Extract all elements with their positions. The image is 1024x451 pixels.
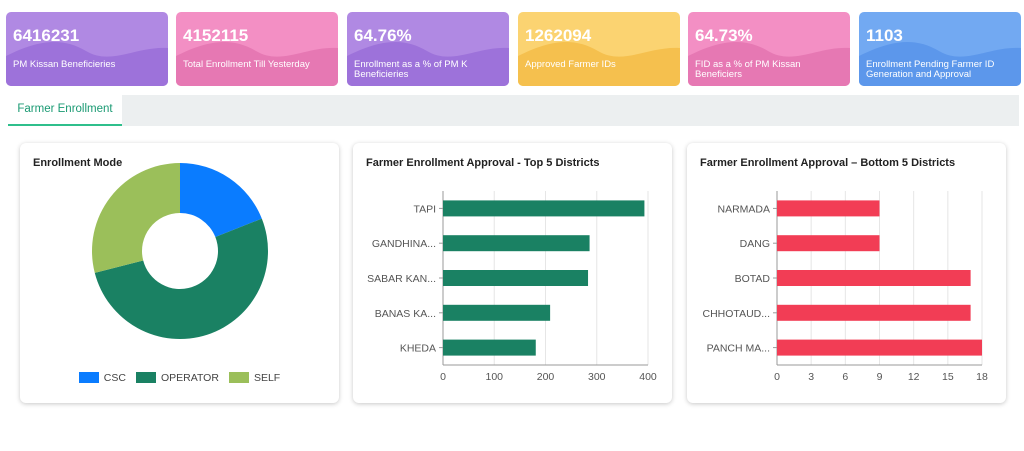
y-category-label: SABAR KAN... bbox=[367, 273, 436, 285]
legend-swatch bbox=[135, 372, 156, 383]
panel-title: Farmer Enrollment Approval – Bottom 5 Di… bbox=[700, 157, 956, 169]
enrollment-mode-donut-chart bbox=[91, 163, 268, 339]
enrollment-mode-panel: Enrollment Mode CSC OPERATOR SELF bbox=[20, 143, 339, 403]
kpi-card-approved-ids[interactable]: 1262094 Approved Farmer IDs bbox=[518, 12, 680, 86]
tab-bar: Farmer Enrollment bbox=[8, 95, 1019, 126]
kpi-card-pm-kissan[interactable]: 6416231 PM Kissan Beneficieries bbox=[6, 12, 168, 86]
legend-label: SELF bbox=[253, 372, 281, 384]
x-tick-label: 200 bbox=[537, 371, 555, 383]
kpi-label: Approved Farmer IDs bbox=[525, 59, 616, 70]
tab-farmer-enrollment[interactable]: Farmer Enrollment bbox=[8, 95, 122, 126]
top-bar-2[interactable] bbox=[443, 270, 589, 286]
x-tick-label: 3 bbox=[808, 371, 814, 383]
card-wave bbox=[176, 41, 338, 86]
card-wave bbox=[688, 41, 850, 86]
top-bar-0[interactable] bbox=[443, 200, 645, 217]
y-category-label: GANDHINA... bbox=[372, 238, 436, 250]
donut-slice-csc[interactable] bbox=[180, 163, 262, 238]
bottom-bar-0[interactable] bbox=[777, 200, 880, 217]
y-category-label: BANAS KA... bbox=[375, 308, 436, 320]
card-wave bbox=[859, 41, 1021, 86]
bottom-bar-1[interactable] bbox=[777, 235, 880, 252]
top-districts-panel: Farmer Enrollment Approval - Top 5 Distr… bbox=[353, 143, 672, 403]
x-tick-label: 300 bbox=[588, 371, 606, 383]
kpi-value: 1103 bbox=[866, 26, 903, 45]
x-tick-label: 400 bbox=[639, 371, 657, 383]
y-category-label: NARMADA bbox=[717, 203, 770, 215]
kpi-value: 4152115 bbox=[183, 26, 249, 45]
legend-label: CSC bbox=[103, 372, 126, 384]
y-category-label: TAPI bbox=[413, 203, 436, 215]
card-wave bbox=[347, 41, 509, 86]
legend-swatch bbox=[228, 372, 249, 383]
bottom-bar-2[interactable] bbox=[777, 270, 971, 286]
top-bar-1[interactable] bbox=[443, 235, 590, 252]
x-tick-label: 18 bbox=[976, 371, 988, 383]
kpi-value: 64.76% bbox=[354, 26, 412, 45]
bottom-bar-4[interactable] bbox=[777, 339, 982, 356]
kpi-card-enrollment-pct[interactable]: 64.76% Enrollment as a % of PM K Benefic… bbox=[347, 12, 509, 86]
kpi-card-pending[interactable]: 1103 Enrollment Pending Farmer ID Genera… bbox=[859, 12, 1021, 86]
kpi-label: Total Enrollment Till Yesterday bbox=[183, 59, 310, 70]
kpi-value: 1262094 bbox=[525, 26, 592, 45]
card-wave bbox=[6, 41, 168, 86]
kpi-value: 64.73% bbox=[695, 26, 753, 45]
y-category-label: BOTAD bbox=[735, 273, 771, 285]
legend-label: OPERATOR bbox=[160, 372, 219, 384]
panel-title: Enrollment Mode bbox=[33, 157, 123, 169]
y-category-label: PANCH MA... bbox=[707, 343, 770, 355]
kpi-label: Enrollment as a % of PM K Beneficieries bbox=[354, 59, 468, 80]
kpi-value: 6416231 bbox=[13, 26, 80, 45]
x-tick-label: 15 bbox=[942, 371, 954, 383]
y-category-label: CHHOTAUD... bbox=[703, 308, 770, 320]
kpi-label: Enrollment Pending Farmer ID Generation … bbox=[866, 59, 995, 80]
kpi-label: PM Kissan Beneficieries bbox=[13, 59, 116, 70]
donut-slice-self[interactable] bbox=[91, 163, 180, 273]
bottom-bar-3[interactable] bbox=[777, 304, 971, 321]
x-tick-label: 0 bbox=[440, 371, 446, 383]
x-tick-label: 100 bbox=[485, 371, 503, 383]
legend-swatch bbox=[78, 372, 99, 383]
donut-slice-operator[interactable] bbox=[94, 218, 268, 339]
x-tick-label: 12 bbox=[908, 371, 920, 383]
bottom-districts-bar-chart: 0 3 6 9 12 15 18 NARMADA DANG BOTAD CHHOTAUD... PAN… bbox=[703, 191, 988, 383]
top-bar-4[interactable] bbox=[443, 339, 536, 356]
y-category-label: KHEDA bbox=[400, 343, 436, 355]
card-wave bbox=[518, 41, 680, 86]
legend-item-self[interactable]: SELF bbox=[228, 372, 281, 384]
top-districts-bar-chart: 0 100 200 300 400 TAPI GANDHINA... SABAR KAN...… bbox=[367, 191, 657, 383]
bottom-districts-panel: Farmer Enrollment Approval – Bottom 5 Di… bbox=[687, 143, 1006, 403]
x-tick-label: 9 bbox=[877, 371, 883, 383]
legend-item-operator[interactable]: OPERATOR bbox=[135, 372, 219, 384]
donut-legend: CSC OPERATOR SELF bbox=[20, 372, 339, 384]
kpi-card-total-enrollment[interactable]: 4152115 Total Enrollment Till Yesterday bbox=[176, 12, 338, 86]
x-tick-label: 6 bbox=[842, 371, 848, 383]
kpi-label: FID as a % of PM Kissan Beneficiers bbox=[695, 59, 801, 80]
kpi-cards: 6416231 PM Kissan Beneficieries 4152115 … bbox=[6, 12, 1021, 87]
top-bar-3[interactable] bbox=[443, 304, 551, 321]
kpi-card-fid-pct[interactable]: 64.73% FID as a % of PM Kissan Beneficie… bbox=[688, 12, 850, 86]
panel-title: Farmer Enrollment Approval - Top 5 Distr… bbox=[366, 157, 600, 169]
legend-item-csc[interactable]: CSC bbox=[78, 372, 126, 384]
y-category-label: DANG bbox=[740, 238, 770, 250]
x-tick-label: 0 bbox=[774, 371, 780, 383]
